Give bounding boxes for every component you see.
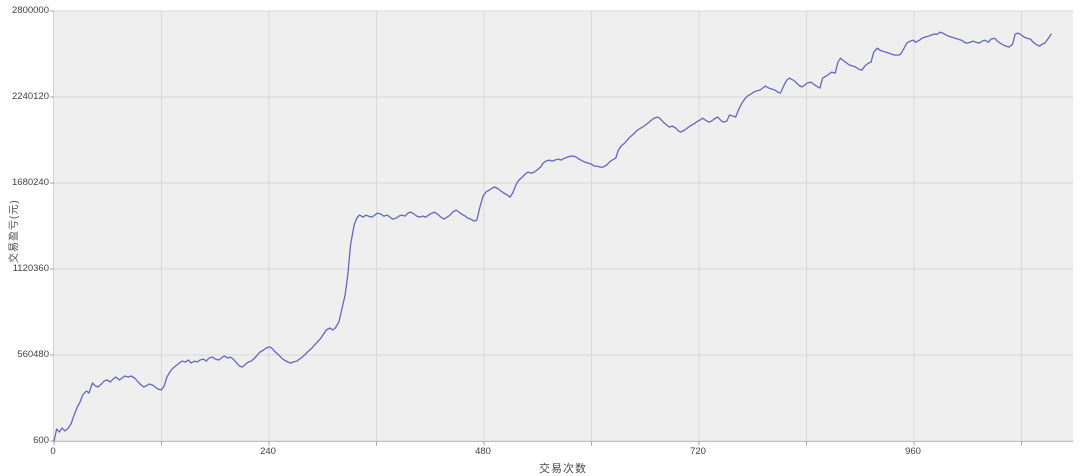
x-axis-title: 交易次数 [539,463,587,475]
pnl-curve [50,10,1073,446]
y-tick-label: 600 [33,435,49,446]
y-tick-label: 1680240 [12,177,49,188]
y-tick-label: 2800000 [12,5,49,16]
x-tick-label: 240 [260,446,276,457]
y-axis-title: 交易盈亏(元) [9,199,20,263]
y-tick-label: 560480 [17,349,49,360]
y-tick-label: 1120360 [12,263,49,274]
x-tick-label: 960 [905,446,921,457]
plot-area [50,10,1073,446]
y-tick-label: 2240120 [12,91,49,102]
x-tick-label: 720 [690,446,706,457]
x-tick-label: 480 [475,446,491,457]
x-tick-label: 0 [50,446,56,457]
